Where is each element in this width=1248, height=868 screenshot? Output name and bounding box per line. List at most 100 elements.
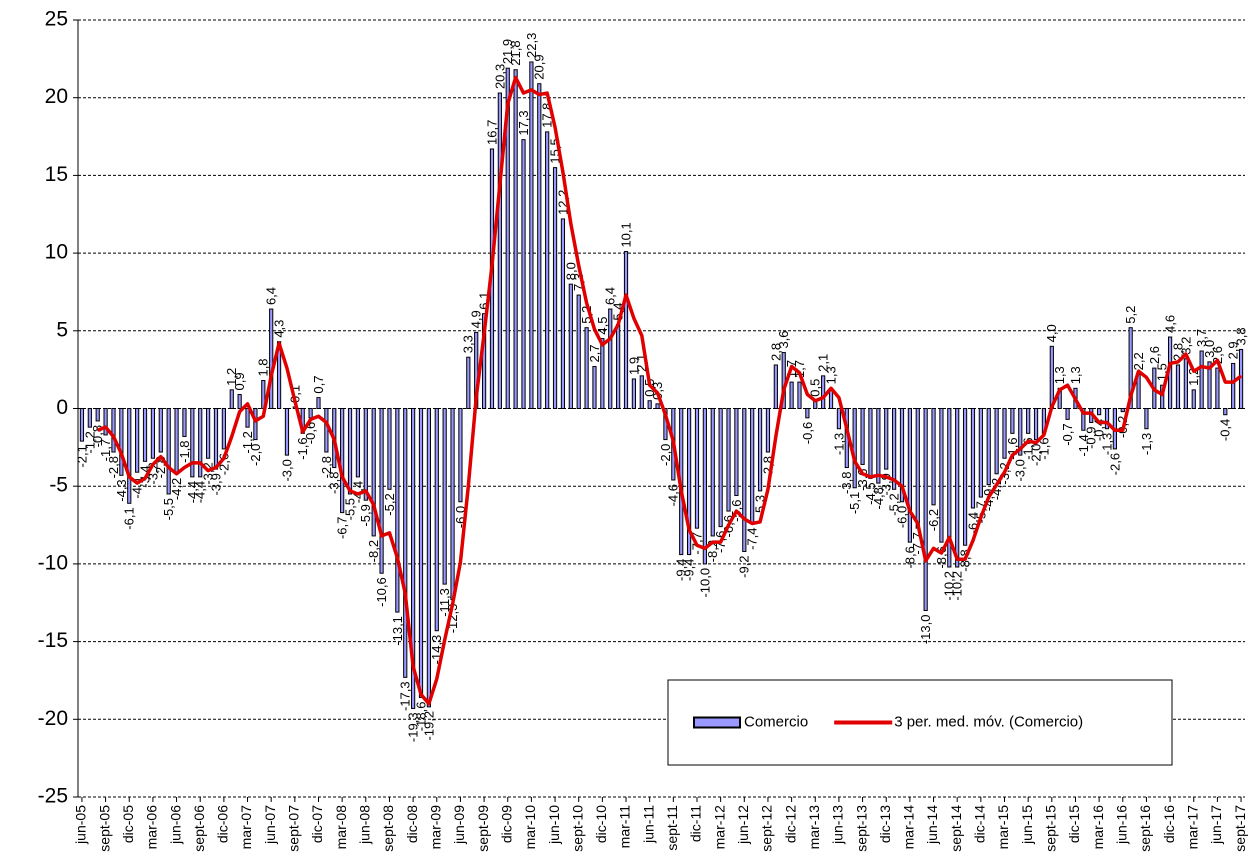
value-label: -3,0 (279, 459, 294, 481)
y-tick-label: -20 (38, 707, 68, 730)
bar (198, 408, 203, 478)
bar (623, 251, 629, 409)
y-tick-label: -25 (38, 785, 68, 808)
value-label: -0,6 (800, 422, 815, 444)
value-label: -2,1 (74, 445, 89, 467)
bar (418, 408, 424, 699)
bar (521, 139, 526, 410)
bar (568, 283, 573, 409)
bar (686, 408, 692, 556)
bar (1065, 408, 1070, 420)
bar (805, 408, 810, 419)
value-label: 6,4 (264, 287, 279, 305)
bar (742, 408, 747, 552)
y-tick-label: 0 (56, 396, 68, 419)
value-label: -10,0 (697, 568, 712, 598)
value-label: -8,2 (366, 540, 381, 562)
value-label: -13,0 (918, 615, 933, 645)
x-tick-label: jun-12 (735, 805, 751, 845)
value-label: -17,3 (398, 681, 413, 711)
x-tick-label: dic-16 (1161, 805, 1177, 843)
bar (505, 67, 510, 409)
value-label: -2,0 (658, 444, 673, 466)
value-label: -1,3 (1139, 433, 1154, 455)
value-label: 8,0 (563, 262, 578, 280)
y-tick-label: -15 (38, 629, 68, 652)
value-label: 1,9 (626, 357, 641, 375)
bar (1207, 361, 1212, 410)
bar (765, 408, 771, 453)
bar (395, 408, 400, 613)
value-label: -2,8 (319, 456, 334, 478)
value-label: -10,2 (942, 571, 957, 601)
value-label: -5,2 (887, 493, 902, 515)
bar (1104, 408, 1110, 430)
value-label: -5,1 (847, 492, 862, 514)
value-label: -10,6 (374, 577, 389, 607)
x-tick-label: jun-06 (167, 805, 183, 845)
value-label: 1,2 (1186, 368, 1201, 386)
value-label: -4,2 (169, 478, 184, 500)
x-tick-label: mar-15 (995, 805, 1011, 850)
value-label: -9,4 (674, 559, 689, 581)
bar (710, 408, 715, 537)
bar (371, 408, 376, 537)
value-label: 4,5 (595, 316, 610, 334)
value-label: 10,1 (618, 222, 633, 247)
value-label: -5,2 (382, 493, 397, 515)
bar (718, 408, 723, 528)
x-tick-label: jun-08 (357, 805, 373, 845)
x-tick-label: sept-14 (948, 805, 964, 852)
value-label: 1,2 (224, 368, 239, 386)
bar (1183, 358, 1188, 410)
bar (221, 408, 226, 450)
bar (923, 408, 928, 612)
bar (821, 375, 826, 409)
x-tick-label: dic-15 (1066, 805, 1082, 843)
bar (1018, 408, 1023, 456)
bar (79, 408, 85, 442)
bar (915, 408, 920, 529)
x-tick-label: mar-13 (806, 805, 822, 850)
bar (450, 408, 455, 601)
x-tick-label: dic-07 (309, 805, 325, 843)
bar (324, 408, 329, 453)
bar (600, 338, 605, 410)
bar (87, 408, 92, 428)
x-tick-label: dic-11 (688, 805, 704, 842)
value-label: -1,6 (295, 437, 310, 459)
value-label: 2,6 (1210, 346, 1225, 364)
bar (773, 364, 778, 410)
value-label: 1,7 (792, 360, 807, 378)
value-label: -2,0 (248, 444, 263, 466)
x-tick-label: jun-10 (546, 805, 562, 845)
bar (206, 408, 211, 459)
x-tick-label: mar-17 (1184, 805, 1200, 850)
bar (986, 408, 991, 486)
value-label: 1,3 (1052, 366, 1067, 384)
value-label: 2,6 (1147, 346, 1162, 364)
value-label: -8,6 (902, 546, 917, 568)
legend-swatch (693, 716, 741, 729)
bar (608, 308, 613, 410)
bar (513, 69, 518, 409)
value-label: 4,0 (1044, 324, 1059, 342)
bar (545, 131, 550, 409)
value-label: 3,6 (776, 330, 791, 348)
value-label: -9,4 (682, 559, 697, 581)
bar (1120, 408, 1125, 413)
bar (103, 408, 108, 436)
bar (347, 408, 353, 495)
value-label: 4,6 (1163, 315, 1178, 333)
x-tick-label: mar-11 (617, 805, 633, 849)
x-tick-label: jun-16 (1113, 805, 1129, 845)
bar (1191, 389, 1196, 409)
bar (158, 408, 163, 453)
bar (1081, 408, 1086, 431)
bar (797, 381, 802, 409)
x-tick-label: dic-12 (782, 805, 798, 843)
bar (355, 408, 361, 478)
x-tick-label: sept-06 (191, 805, 207, 852)
bar (694, 408, 700, 529)
bar (1160, 384, 1165, 410)
